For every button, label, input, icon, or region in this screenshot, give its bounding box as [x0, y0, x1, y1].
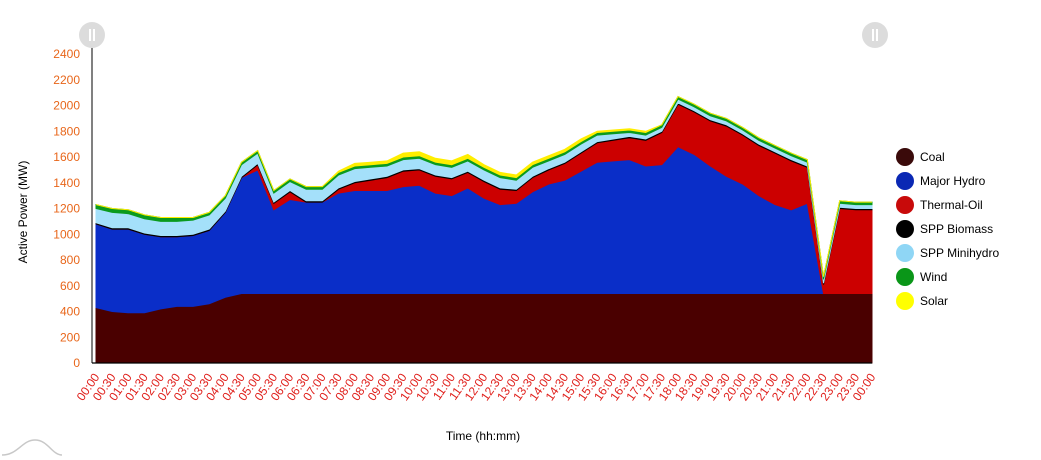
range-slider-left-handle[interactable]: [79, 22, 105, 48]
legend-swatch: [896, 268, 914, 286]
y-tick-label: 1600: [53, 150, 80, 164]
legend-label: Major Hydro: [920, 174, 986, 188]
y-tick-label: 1400: [53, 176, 80, 190]
legend-swatch: [896, 220, 914, 238]
legend-swatch: [896, 196, 914, 214]
range-slider-right-handle[interactable]: [862, 22, 888, 48]
legend: Coal Major Hydro Thermal-Oil SPP Biomass SPP…: [896, 148, 999, 310]
x-axis-ticks: 00:0000:3001:0001:3002:0002:3003:0003:30…: [74, 370, 879, 403]
legend-label: Wind: [920, 270, 947, 284]
area-solar: [95, 95, 872, 277]
y-tick-label: 1000: [53, 227, 80, 241]
legend-label: Solar: [920, 294, 948, 308]
legend-swatch: [896, 292, 914, 310]
y-tick-label: 200: [60, 330, 80, 344]
y-tick-label: 2000: [53, 99, 80, 113]
y-axis-title: Active Power (MW): [16, 161, 30, 264]
legend-swatch: [896, 148, 914, 166]
legend-swatch: [896, 244, 914, 262]
y-tick-label: 400: [60, 305, 80, 319]
axes: [91, 46, 872, 364]
x-axis-title: Time (hh:mm): [446, 429, 520, 443]
series-areas: [95, 95, 873, 364]
y-tick-label: 1800: [53, 124, 80, 138]
legend-label: SPP Biomass: [920, 222, 993, 236]
y-tick-label: 0: [73, 356, 80, 370]
legend-label: Coal: [920, 150, 945, 164]
area-coal: [95, 293, 873, 364]
legend-swatch: [896, 172, 914, 190]
y-tick-label: 2400: [53, 47, 80, 61]
legend-label: SPP Minihydro: [920, 246, 999, 260]
legend-label: Thermal-Oil: [920, 198, 983, 212]
y-tick-label: 800: [60, 253, 80, 267]
y-axis-ticks: 0 200 400 600 800 1000 1200 1400 1600 1800 2000 220…: [53, 47, 80, 370]
mini-wave-icon: [1, 439, 63, 456]
y-tick-label: 2200: [53, 73, 80, 87]
y-tick-label: 600: [60, 279, 80, 293]
y-tick-label: 1200: [53, 202, 80, 216]
